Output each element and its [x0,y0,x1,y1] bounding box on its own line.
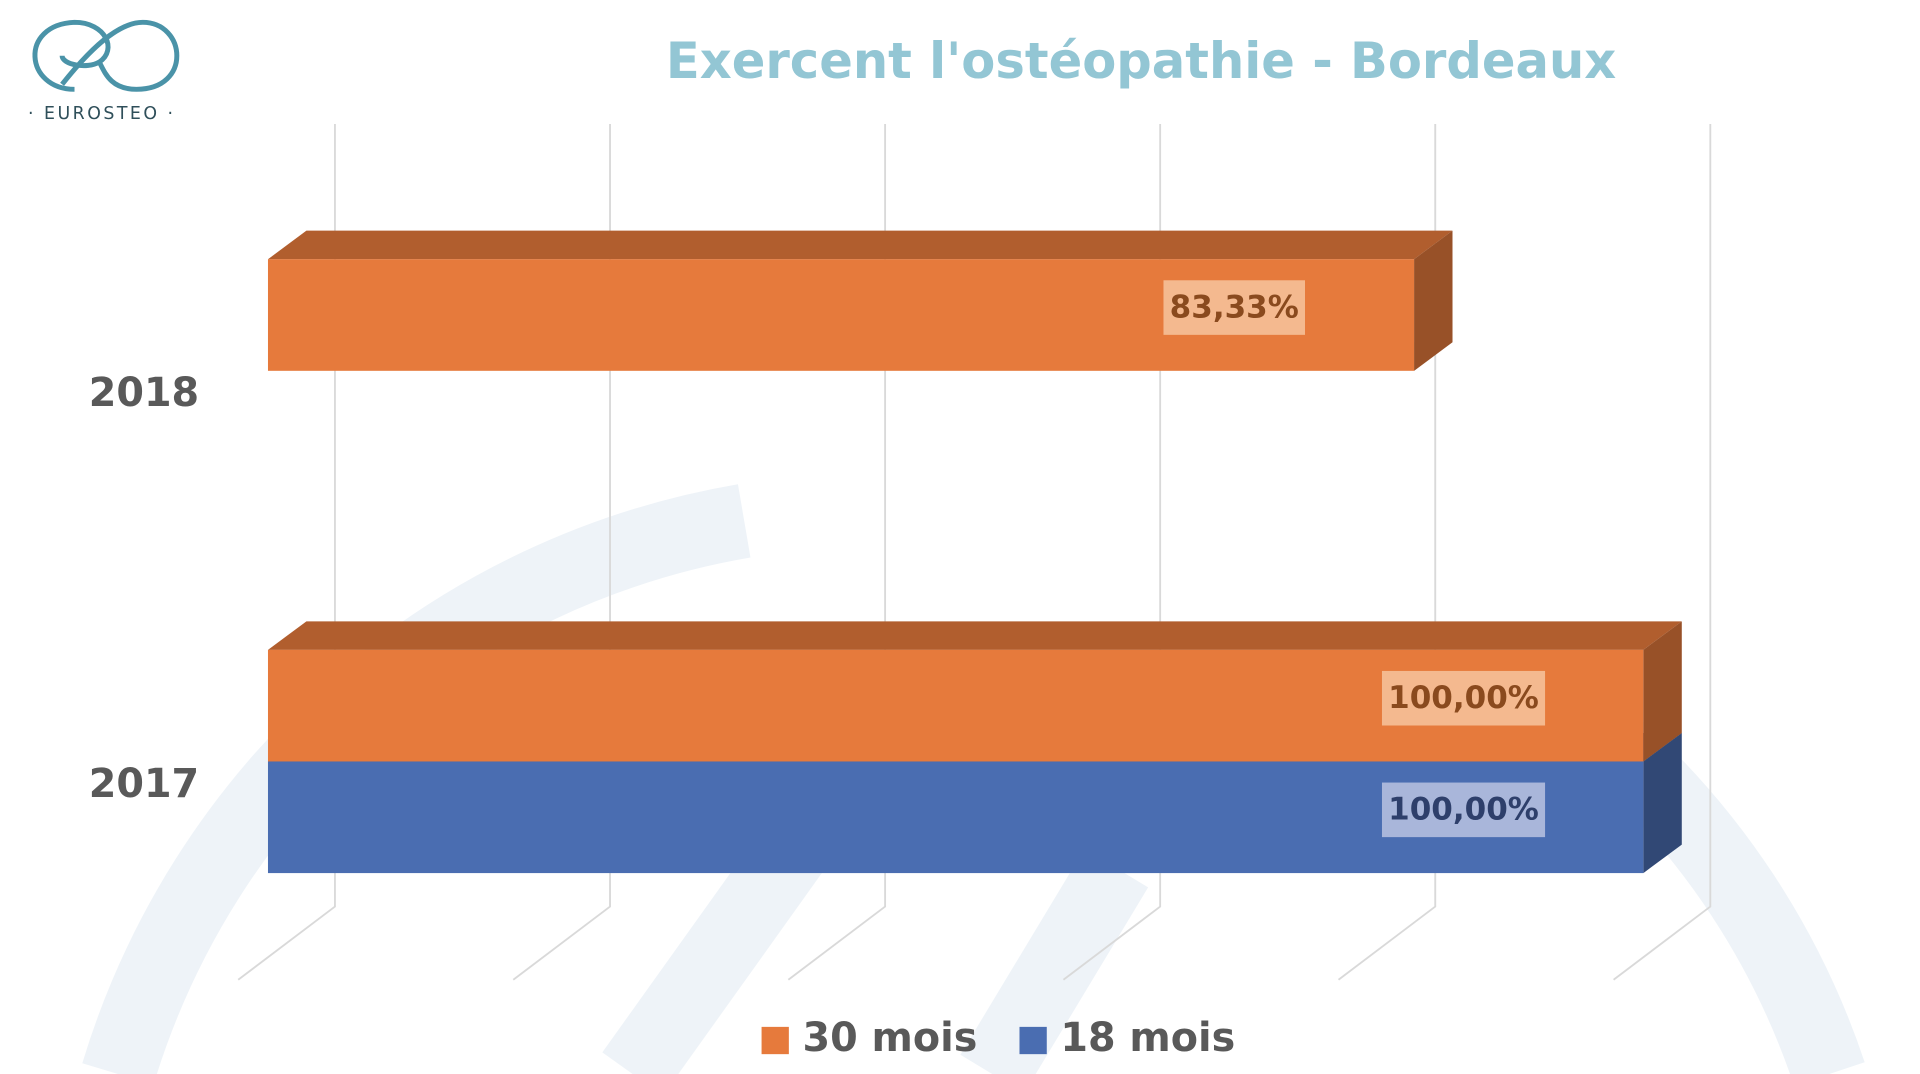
y-tick-label: 2018 [89,370,199,416]
grid-line [1062,124,1162,981]
bar-side [1643,621,1682,762]
bars: 2018 83,33% 2017 100,00% 100,00% [89,230,1682,874]
grid-line [237,124,336,981]
grid-line [1337,124,1437,981]
grid-line [787,124,887,981]
grid-line [1613,124,1712,981]
bar-top [267,621,1682,650]
legend: 30 mois 18 mois [761,1015,1235,1061]
value-label-box [1381,782,1546,838]
legend-swatch [1019,1026,1047,1055]
value-label-box [1163,280,1306,335]
value-label: 100,00% [1388,792,1539,828]
grid [237,124,1712,981]
logo-text: · EUROSTEO · [28,104,175,124]
legend-label: 18 mois [1060,1015,1235,1061]
legend-label: 30 mois [802,1015,977,1061]
chart-title: Exercent l'ostéopathie - Bordeaux [666,32,1616,90]
legend-swatch [761,1026,789,1055]
logo [32,19,180,92]
value-label: 100,00% [1388,680,1539,716]
bar-side [1643,732,1682,874]
value-label: 83,33% [1170,289,1299,325]
value-label-box [1381,670,1546,726]
y-tick-label: 2017 [89,761,199,807]
bar-side [1414,230,1453,371]
bar-top [267,230,1453,260]
grid-line [512,124,611,981]
